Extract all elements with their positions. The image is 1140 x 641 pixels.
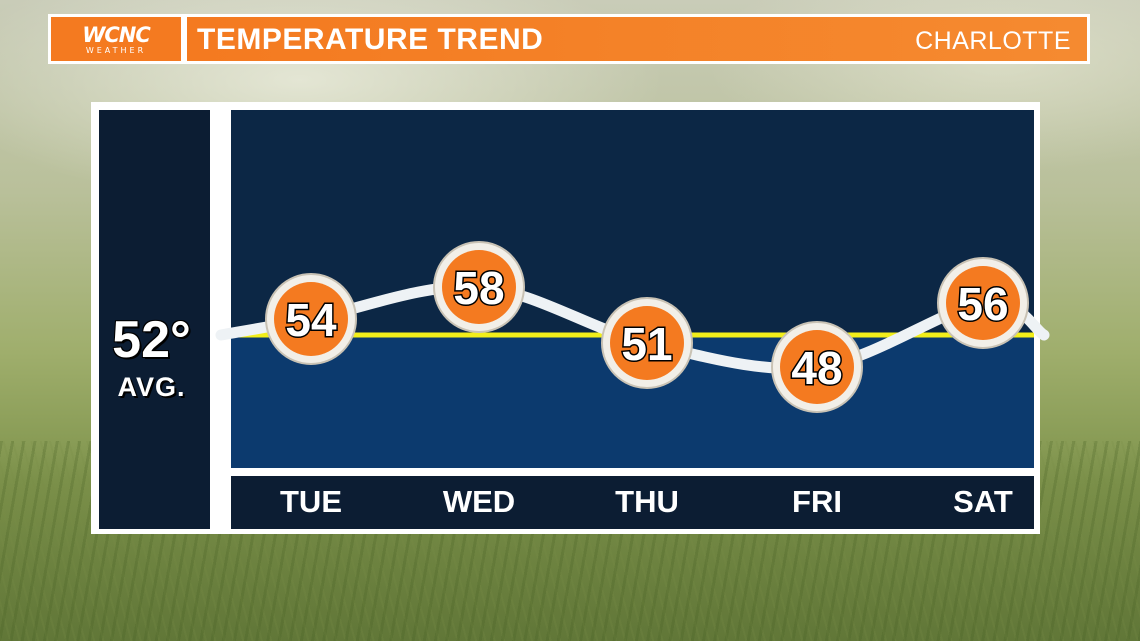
- day-label: TUE: [280, 484, 342, 519]
- day-label: FRI: [792, 484, 842, 519]
- logo-text: WCNC: [82, 22, 151, 47]
- day-label: WED: [442, 484, 516, 519]
- header-bar: WCNC WEATHER TEMPERATURE TREND CHARLOTTE: [48, 14, 1090, 64]
- data-label: 48: [791, 342, 842, 394]
- data-label: 51: [621, 318, 672, 370]
- wcnc-logo: WCNC WEATHER: [51, 17, 181, 61]
- title-bar: TEMPERATURE TREND CHARLOTTE: [187, 17, 1087, 61]
- data-point: [442, 250, 516, 324]
- day-label: THU: [615, 484, 679, 519]
- logo-subtext: WEATHER: [85, 45, 147, 55]
- average-label: AVG.: [117, 372, 186, 402]
- city-label: CHARLOTTE: [915, 27, 1071, 55]
- page-title: TEMPERATURE TREND: [197, 23, 544, 56]
- data-point: [780, 330, 854, 404]
- data-point: [274, 282, 348, 356]
- data-label: 54: [285, 294, 337, 346]
- data-point: [610, 306, 684, 380]
- data-label: 56: [957, 278, 1008, 330]
- data-point: [946, 266, 1020, 340]
- data-label: 58: [453, 262, 504, 314]
- average-temperature: 52°: [112, 311, 191, 369]
- day-label: SAT: [953, 484, 1013, 519]
- temperature-chart: 54 58 51 48 56: [215, 110, 1050, 468]
- chart-panel: 52° AVG. 54 58 51 48 56 TUE WED THU FRI SAT: [91, 102, 1050, 534]
- average-column: [99, 110, 210, 529]
- day-axis: TUE WED THU FRI SAT: [231, 476, 1034, 529]
